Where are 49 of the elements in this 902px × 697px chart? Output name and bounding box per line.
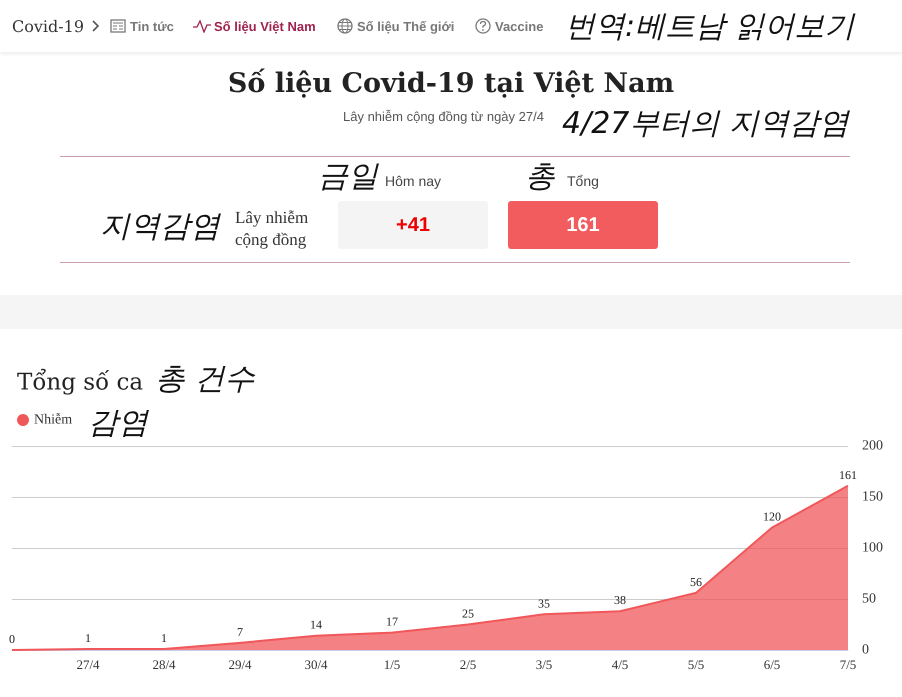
- text: Số liệu Thế giới: [357, 19, 454, 34]
- data-label: 0: [9, 632, 15, 646]
- text: 감염: [88, 406, 150, 440]
- data-label: 14: [310, 618, 322, 632]
- data-label: 161: [839, 468, 857, 482]
- y-tick-label: 200: [862, 438, 883, 454]
- x-tick-label: 30/4: [304, 657, 328, 672]
- text: Tổng: [567, 173, 599, 189]
- text: Lây nhiễm cộng đồng từ ngày 27/4: [343, 109, 544, 124]
- data-label: 38: [614, 593, 626, 608]
- text: Số liệu Covid-19 tại Việt Nam: [226, 68, 676, 99]
- x-tick-label: 28/4: [152, 657, 176, 672]
- x-tick-label: 4/5: [612, 657, 628, 672]
- x-tick-label: 1/5: [384, 657, 400, 672]
- x-tick-label: 29/4: [228, 657, 252, 672]
- text: Hôm nay: [385, 173, 442, 189]
- data-label: 120: [763, 510, 781, 524]
- text: 번역:베트남 읽어보기: [565, 8, 855, 46]
- y-tick-label: 150: [862, 490, 883, 504]
- x-tick-label: 2/5: [460, 657, 476, 672]
- text: Tin tức: [130, 19, 174, 34]
- text: Covid-19: [12, 17, 84, 36]
- x-tick-label: 27/4: [76, 657, 100, 672]
- text: 총 건수: [155, 362, 256, 396]
- data-label: 56: [690, 574, 702, 589]
- legend-label: Nhiễm: [34, 412, 72, 428]
- y-tick-label: 0: [862, 642, 869, 658]
- text: Số liệu Việt Nam: [214, 19, 316, 34]
- x-tick-label: 7/5: [840, 657, 856, 672]
- chart-title: Tổng số ca: [17, 368, 144, 396]
- x-tick-label: 6/5: [764, 657, 780, 672]
- y-tick-label: 100: [862, 540, 883, 556]
- data-label: 1: [161, 630, 167, 645]
- data-label: 1: [85, 630, 91, 645]
- text: 4/27부터의 지역감염: [562, 105, 849, 143]
- text: 161: [508, 201, 658, 249]
- text: 금일: [318, 158, 378, 196]
- data-label: 35: [538, 596, 550, 610]
- text: 지역감염: [100, 208, 220, 246]
- y-tick-label: 50: [862, 592, 876, 606]
- x-tick-label: 5/5: [688, 657, 704, 672]
- text: Lây nhiễm cộng đồng: [235, 207, 310, 251]
- text: 총: [525, 158, 555, 196]
- data-label: 7: [237, 624, 243, 639]
- text: +41: [338, 201, 488, 249]
- text: Vaccine: [495, 19, 544, 34]
- x-tick-label: 3/5: [536, 657, 552, 672]
- data-label: 25: [462, 606, 474, 620]
- data-label: 17: [386, 614, 398, 629]
